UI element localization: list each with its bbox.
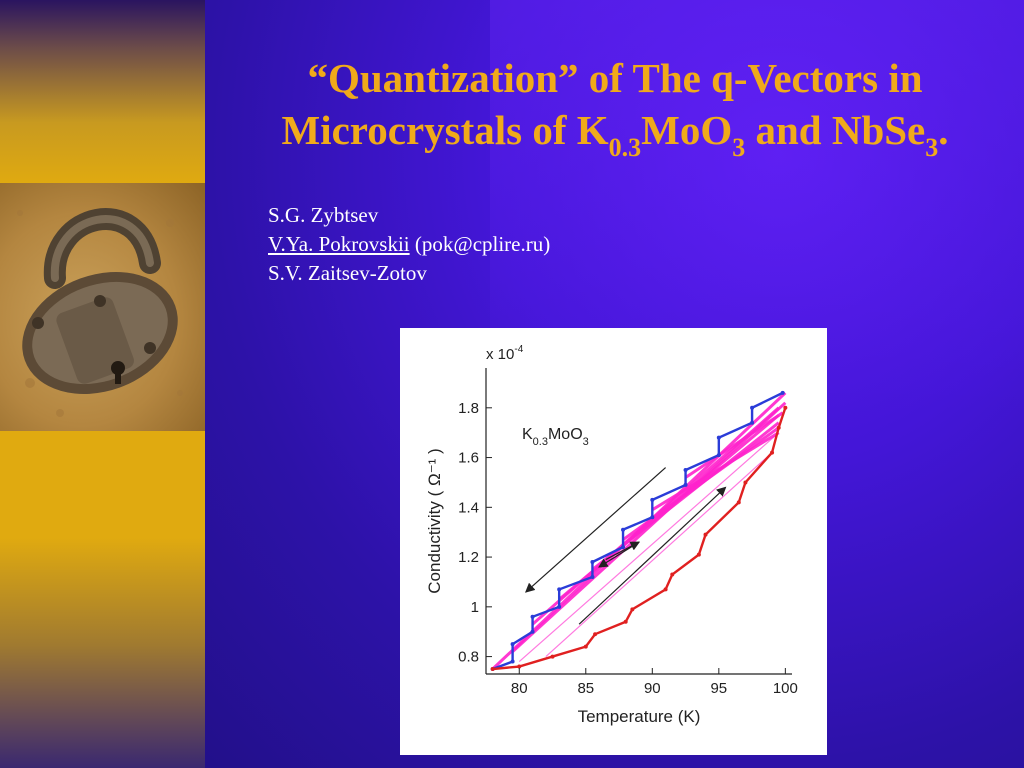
data-point xyxy=(650,515,655,520)
data-point xyxy=(683,482,688,487)
x-axis-label: Temperature (K) xyxy=(578,707,701,726)
chart-annotation: K0.3MoO3 xyxy=(522,426,589,448)
fan-line xyxy=(651,431,780,512)
y-tick-label: 0.8 xyxy=(458,649,479,666)
padlock-photo xyxy=(0,183,205,431)
data-series xyxy=(490,390,788,672)
data-point xyxy=(750,420,755,425)
data-point xyxy=(663,587,668,592)
slide-title: “Quantization” of The q-Vectors in Micro… xyxy=(215,52,1015,161)
series-line-cooling xyxy=(492,391,784,671)
x-tick-label: 95 xyxy=(710,680,727,697)
y-tick-label: 1.2 xyxy=(458,549,479,566)
y-tick-label: 1.8 xyxy=(458,400,479,417)
data-point xyxy=(530,614,535,619)
y-multiplier-label: x 10-4 xyxy=(486,344,524,363)
data-point xyxy=(703,532,708,537)
data-point xyxy=(630,607,635,612)
y-tick-label: 1.4 xyxy=(458,499,479,516)
data-point xyxy=(621,545,626,550)
padlock-icon xyxy=(17,208,183,417)
data-point xyxy=(670,572,675,577)
data-point xyxy=(583,644,588,649)
author-email: (pok@cplire.ru) xyxy=(409,232,551,256)
data-point xyxy=(517,664,522,669)
author-pokrovskii: V.Ya. Pokrovskii (pok@cplire.ru) xyxy=(268,230,550,259)
data-point xyxy=(510,659,515,664)
title-text: and NbSe xyxy=(745,107,926,153)
title-text: Microcrystals of K xyxy=(281,107,609,153)
data-point xyxy=(780,390,785,395)
data-point xyxy=(743,480,748,485)
data-point xyxy=(783,405,788,410)
x-tick-label: 100 xyxy=(773,680,798,697)
fan-lines xyxy=(491,391,787,671)
y-tick-label: 1.6 xyxy=(458,450,479,467)
fan-line xyxy=(622,426,780,541)
arrows xyxy=(525,467,727,625)
data-point xyxy=(770,450,775,455)
author-zaitsev-zotov: S.V. Zaitsev-Zotov xyxy=(268,261,427,285)
data-point xyxy=(530,629,535,634)
data-point xyxy=(590,560,595,565)
sidebar-decoration xyxy=(0,0,205,768)
fan-line xyxy=(518,432,780,663)
data-point xyxy=(683,468,688,472)
series-line-heating xyxy=(492,407,787,671)
title-subscript: 0.3 xyxy=(608,133,642,162)
data-point xyxy=(736,500,741,505)
title-line-2: Microcrystals of K0.3MoO3 and NbSe3. xyxy=(215,104,1015,161)
title-text: MoO xyxy=(641,107,733,153)
axis-ticks: 80 85 90 95 100 0.8 1 1.2 1.4 1.6 1.8 xyxy=(458,400,798,697)
data-point xyxy=(510,642,515,647)
data-point xyxy=(750,405,755,410)
y-axis-label: Conductivity ( Ω⁻¹ ) xyxy=(425,448,444,593)
fan-line xyxy=(511,401,787,653)
title-subscript: 3 xyxy=(925,133,939,162)
data-point xyxy=(557,604,562,609)
data-point xyxy=(593,632,598,637)
data-point xyxy=(490,667,495,672)
data-point xyxy=(650,497,655,502)
author-zybtsev: S.G. Zybtsev xyxy=(268,203,379,227)
x-tick-label: 85 xyxy=(577,680,594,697)
direction-arrow xyxy=(598,541,640,568)
data-point xyxy=(716,453,721,458)
data-point xyxy=(590,574,595,579)
data-point xyxy=(716,435,721,440)
data-point xyxy=(550,654,555,659)
direction-arrow xyxy=(578,486,727,625)
title-text: . xyxy=(938,107,949,153)
conductivity-chart: 80 85 90 95 100 0.8 1 1.2 1.4 1.6 1.8 x 10-4 K0.3M… xyxy=(425,344,798,726)
x-tick-label: 90 xyxy=(644,680,661,697)
y-tick-label: 1 xyxy=(471,599,479,616)
author-pokrovskii-link[interactable]: V.Ya. Pokrovskii xyxy=(268,232,410,256)
data-point xyxy=(621,527,626,532)
title-subscript: 3 xyxy=(732,133,746,162)
fan-line xyxy=(545,452,773,658)
x-tick-label: 80 xyxy=(511,680,528,697)
author-list: S.G. Zybtsev V.Ya. Pokrovskii (pok@cplir… xyxy=(268,201,550,288)
data-point xyxy=(776,425,781,430)
title-line-1: “Quantization” of The q-Vectors in xyxy=(307,55,923,101)
conductivity-figure: 80 85 90 95 100 0.8 1 1.2 1.4 1.6 1.8 x 10-4 K0.3M… xyxy=(400,328,827,755)
data-point xyxy=(623,619,628,624)
data-point xyxy=(696,552,701,557)
fan-line xyxy=(684,411,784,479)
direction-arrow xyxy=(525,467,667,593)
data-point xyxy=(557,587,562,592)
